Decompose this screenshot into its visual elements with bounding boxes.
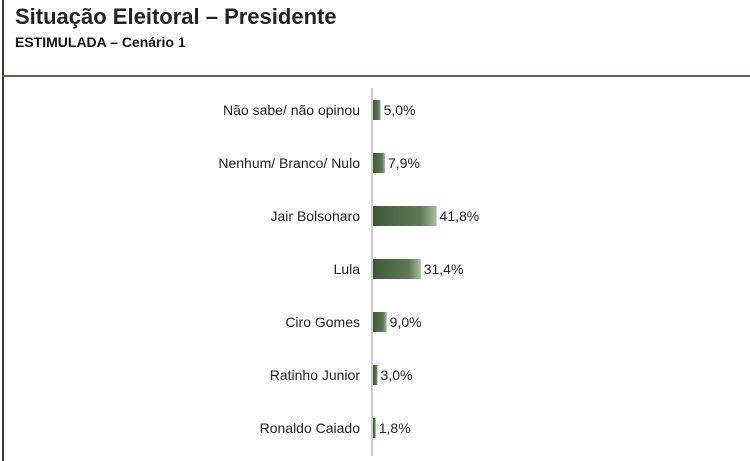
bar bbox=[373, 100, 381, 120]
value-label: 5,0% bbox=[384, 102, 416, 118]
category-label: Ronaldo Caiado bbox=[260, 420, 361, 436]
value-label: 31,4% bbox=[424, 261, 464, 277]
value-label: 3,0% bbox=[381, 367, 413, 383]
left-border-rule bbox=[2, 0, 4, 461]
bars-group: Não sabe/ não opinou 5,0% Nenhum/ Branco/ … bbox=[218, 100, 479, 438]
category-label: Ciro Gomes bbox=[285, 314, 360, 330]
header-divider bbox=[2, 75, 750, 77]
value-label: 7,9% bbox=[388, 155, 420, 171]
bar bbox=[373, 153, 386, 173]
category-label: Não sabe/ não opinou bbox=[223, 102, 360, 118]
page-subtitle: ESTIMULADA – Cenário 1 bbox=[15, 34, 186, 50]
bar bbox=[373, 312, 387, 332]
category-label: Jair Bolsonaro bbox=[271, 208, 361, 224]
value-label: 9,0% bbox=[390, 314, 422, 330]
bar bbox=[373, 418, 376, 438]
value-label: 1,8% bbox=[379, 420, 411, 436]
category-label: Ratinho Junior bbox=[270, 367, 361, 383]
value-label: 41,8% bbox=[440, 208, 480, 224]
page-title: Situação Eleitoral – Presidente bbox=[15, 4, 337, 29]
bar bbox=[373, 365, 378, 385]
category-label: Nenhum/ Branco/ Nulo bbox=[218, 155, 360, 171]
category-label: Lula bbox=[334, 261, 361, 277]
bar bbox=[373, 259, 421, 279]
bar bbox=[373, 206, 437, 226]
